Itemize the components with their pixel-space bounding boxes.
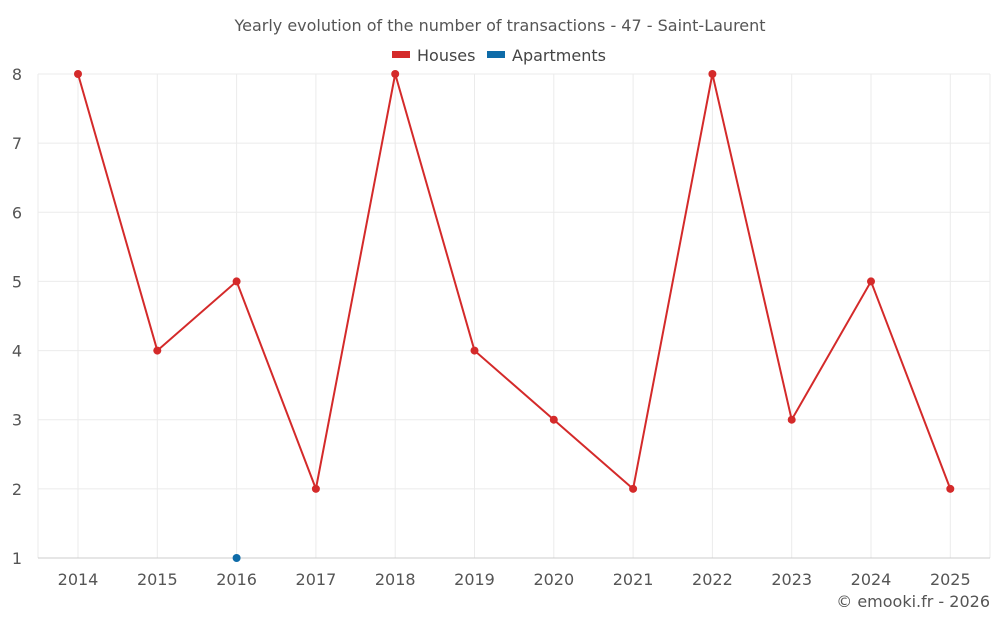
x-tick-label: 2023: [771, 570, 812, 589]
y-tick-label: 2: [12, 480, 22, 499]
data-point-houses: [946, 484, 955, 493]
data-point-houses: [629, 484, 638, 493]
x-tick-label: 2021: [613, 570, 654, 589]
y-tick-label: 6: [12, 203, 22, 222]
x-tick-label: 2018: [375, 570, 416, 589]
series-apartments: [232, 554, 241, 562]
data-point-houses: [232, 277, 241, 286]
grid: [37, 73, 991, 558]
data-point-houses: [867, 277, 875, 286]
data-point-houses: [470, 346, 479, 355]
x-tick-label: 2020: [533, 570, 574, 589]
x-tick-label: 2016: [216, 570, 257, 589]
y-tick-label: 7: [12, 134, 22, 153]
data-point-houses: [787, 415, 796, 424]
y-tick-label: 5: [12, 272, 22, 291]
y-tick-label: 8: [12, 65, 22, 84]
x-tick-label: 2019: [454, 570, 495, 589]
legend-swatch-houses: [392, 51, 410, 58]
series-line-houses: [77, 73, 952, 493]
legend-swatch-apartments: [487, 51, 505, 58]
data-point-houses: [74, 70, 82, 78]
y-tick-label: 4: [12, 342, 22, 361]
series-houses: [74, 70, 955, 493]
data-point-houses: [549, 415, 558, 424]
x-tick-label: 2014: [58, 570, 99, 589]
legend: Houses Apartments: [392, 46, 606, 65]
y-tick-label: 1: [12, 549, 22, 568]
data-point-houses: [153, 346, 162, 355]
chart-title: Yearly evolution of the number of transa…: [233, 16, 765, 35]
data-point-apartments: [232, 554, 241, 562]
x-tick-label: 2017: [296, 570, 337, 589]
legend-label-houses[interactable]: Houses: [417, 46, 475, 65]
credit-text: © emooki.fr - 2026: [836, 592, 990, 611]
y-tick-label: 3: [12, 411, 22, 430]
axes: 1 2 3 4 5 6 7 8 2014 2015 2016 2017 2018 2019 2020 2021…: [12, 65, 990, 589]
data-point-houses: [311, 484, 320, 493]
x-tick-label: 2015: [137, 570, 178, 589]
data-point-houses: [391, 70, 400, 78]
x-tick-label: 2022: [692, 570, 733, 589]
legend-label-apartments[interactable]: Apartments: [512, 46, 606, 65]
x-tick-label: 2024: [851, 570, 892, 589]
data-point-houses: [708, 70, 717, 78]
x-tick-label: 2025: [930, 570, 971, 589]
series: [74, 70, 955, 562]
